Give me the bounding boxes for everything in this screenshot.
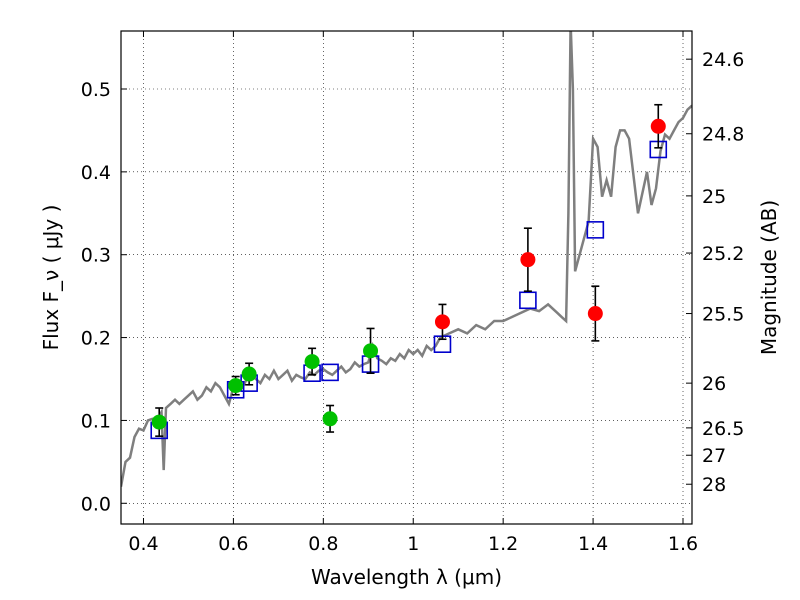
model-flux-square <box>519 291 537 310</box>
model-spectrum-line <box>121 31 692 487</box>
observed-flux-point <box>322 411 338 427</box>
magnitude-tick-label: 26.5 <box>702 418 744 440</box>
y-axis-label: Flux F_ν ( μJy ) <box>39 205 63 351</box>
y-tick-label: 0.2 <box>81 328 111 350</box>
magnitude-tick-label: 24.8 <box>702 124 744 146</box>
magnitude-tick-label: 25.5 <box>702 304 744 326</box>
y2-axis-label: Magnitude (AB) <box>757 200 781 355</box>
x-tick-label: 1.4 <box>578 533 608 555</box>
y-tick-label: 0.3 <box>81 245 111 267</box>
grid <box>121 31 692 524</box>
axes: 0.4 0.6 0.8 1 1.2 1.4 1.6 0.0 0.1 0.2 0.3 0.4 0.5 24.… <box>81 30 744 555</box>
magnitude-tick-label: 27 <box>702 445 726 467</box>
x-tick-label: 1 <box>407 533 419 555</box>
x-tick-label: 1.6 <box>668 533 698 555</box>
magnitude-tick-label: 24.6 <box>702 49 744 71</box>
x-axis-label: Wavelength λ (μm) <box>311 565 502 589</box>
model-flux-square <box>586 221 605 239</box>
observed-flux-point <box>151 414 167 430</box>
y-tick-label: 0.0 <box>81 493 111 515</box>
magnitude-tick-label: 26 <box>702 373 726 395</box>
observed-flux-point <box>650 118 666 134</box>
x-tick-label: 0.4 <box>128 533 158 555</box>
magnitude-tick-label: 25 <box>702 186 726 208</box>
plot-frame <box>120 30 693 525</box>
x-tick-label: 0.6 <box>218 533 248 555</box>
plot-area <box>121 31 692 487</box>
observed-flux-point <box>363 343 379 359</box>
y-tick-label: 0.1 <box>81 410 111 432</box>
observed-flux-point <box>520 252 536 268</box>
y-tick-label: 0.4 <box>81 162 111 184</box>
observed-flux-point <box>304 354 320 370</box>
magnitude-tick-label: 25.2 <box>702 243 744 265</box>
y-tick-label: 0.5 <box>81 79 111 101</box>
x-tick-label: 0.8 <box>308 533 338 555</box>
observed-flux-point <box>587 306 603 322</box>
model-flux-square <box>321 363 339 382</box>
observed-flux-point <box>228 378 244 394</box>
magnitude-tick-label: 28 <box>702 474 726 496</box>
x-tick-label: 1.2 <box>488 533 518 555</box>
observed-flux-point <box>241 366 257 382</box>
observed-flux-point <box>434 314 450 330</box>
